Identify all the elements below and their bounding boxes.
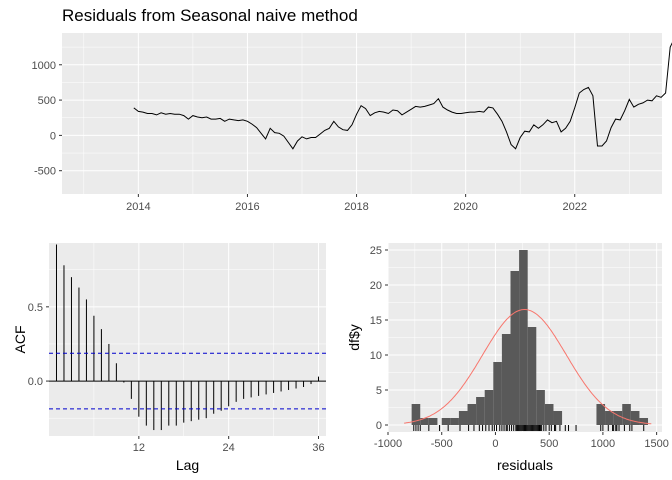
page-title: Residuals from Seasonal naive method <box>62 6 358 25</box>
x-tick-label: 2016 <box>235 201 259 213</box>
hist-y-tick-label: 0 <box>376 420 382 432</box>
x-tick-label: 2018 <box>344 201 368 213</box>
acf-x-tick-label: 24 <box>223 442 235 454</box>
hist-x-tick-label: 1500 <box>644 438 668 450</box>
y-tick-label: -500 <box>34 166 56 178</box>
histogram-bar <box>613 411 623 425</box>
x-tick-label: 2014 <box>126 201 150 213</box>
histogram-bar <box>428 418 438 425</box>
histogram-bar <box>411 404 421 425</box>
histogram-bar <box>527 327 537 425</box>
histogram-bar <box>622 404 631 425</box>
acf-x-tick-label: 12 <box>133 442 145 454</box>
histogram-bar <box>639 418 649 425</box>
histogram-bar <box>458 411 468 425</box>
histogram-bar <box>493 362 502 425</box>
hist-y-tick-label: 5 <box>376 385 382 397</box>
hist-x-tick-label: 1000 <box>591 438 615 450</box>
y-tick-label: 500 <box>38 95 56 107</box>
histogram-bar <box>501 334 511 425</box>
residual-line <box>133 42 672 150</box>
hist-y-tick-label: 25 <box>370 245 382 257</box>
hist-y-axis-label: df$y <box>346 324 362 350</box>
acf-y-tick-label: 0.0 <box>28 376 43 388</box>
hist-x-tick-label: -500 <box>431 438 453 450</box>
histogram-bar <box>484 390 494 425</box>
acf-y-axis-label: ACF <box>12 326 28 354</box>
y-tick-label: 1000 <box>32 60 56 72</box>
normal-density-curve <box>404 309 652 425</box>
hist-y-tick-label: 15 <box>370 315 382 327</box>
histogram-bar <box>467 404 477 425</box>
histogram-bar <box>605 411 614 425</box>
hist-x-tick-label: -1000 <box>374 438 402 450</box>
histogram-bar <box>596 404 606 425</box>
histogram-bar <box>519 250 528 425</box>
histogram-bar <box>450 418 459 425</box>
acf-x-tick-label: 36 <box>312 442 324 454</box>
hist-x-tick-label: 0 <box>492 438 498 450</box>
hist-y-tick-label: 20 <box>370 280 382 292</box>
acf-y-tick-label: 0.5 <box>28 302 43 314</box>
histogram-bar <box>510 271 520 425</box>
histogram-bar <box>476 397 485 425</box>
histogram-bar <box>630 411 640 425</box>
x-tick-label: 2020 <box>453 201 477 213</box>
hist-y-tick-label: 10 <box>370 350 382 362</box>
hist-x-tick-label: 500 <box>540 438 558 450</box>
histogram-bar <box>553 411 563 425</box>
acf-panel <box>49 243 326 436</box>
histogram-bar <box>544 404 554 425</box>
hist-x-axis-label: residuals <box>497 457 553 473</box>
y-tick-label: 0 <box>50 130 56 142</box>
acf-x-axis-label: Lag <box>176 457 199 473</box>
histogram-bar <box>420 418 429 425</box>
histogram-bar <box>536 390 545 425</box>
histogram-bar <box>441 418 451 425</box>
x-tick-label: 2022 <box>562 201 586 213</box>
